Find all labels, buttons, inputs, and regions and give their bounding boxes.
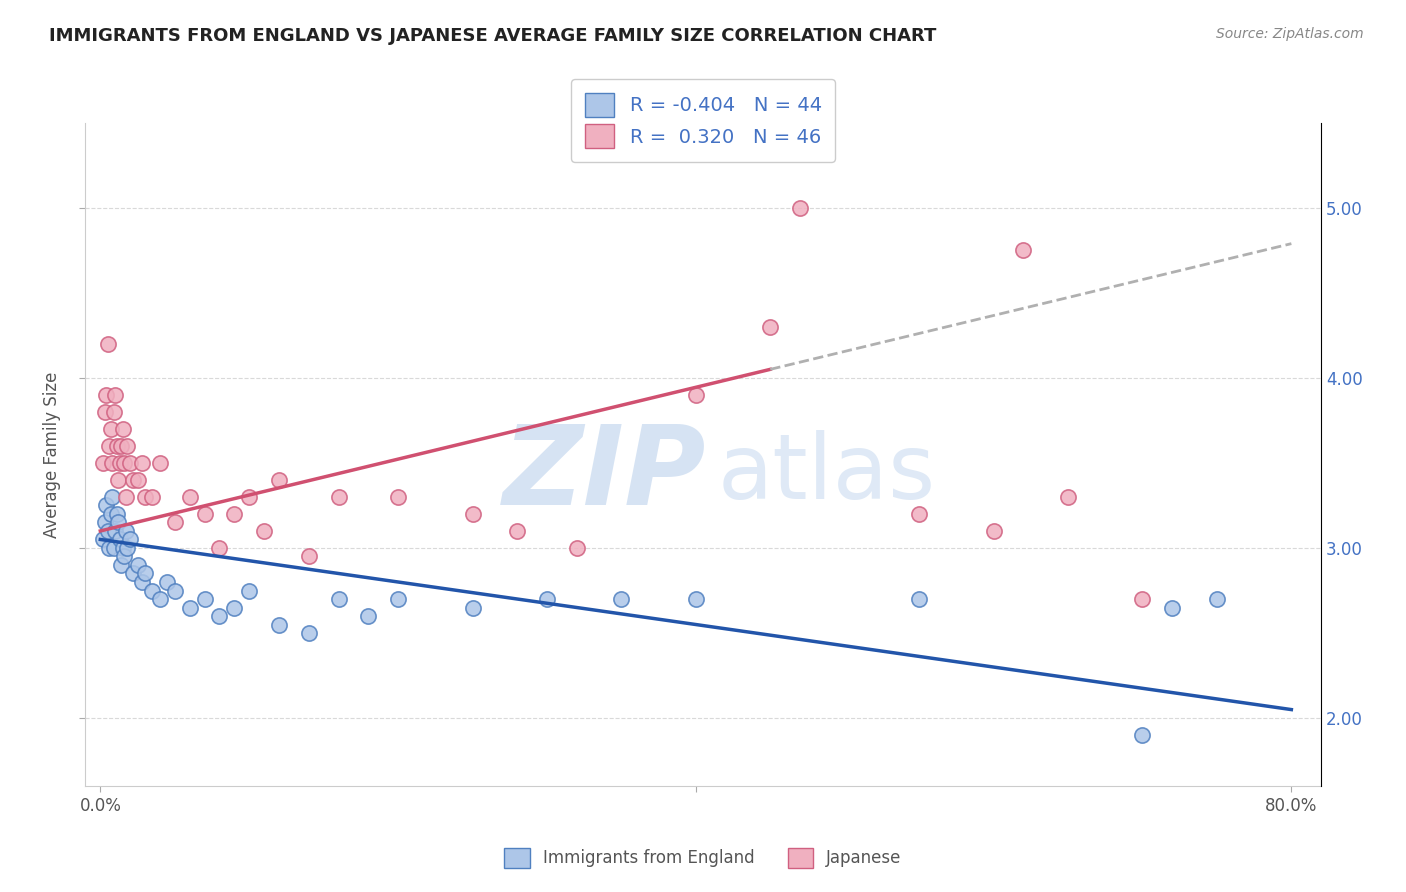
Point xyxy=(685,592,707,607)
Text: IMMIGRANTS FROM ENGLAND VS JAPANESE AVERAGE FAMILY SIZE CORRELATION CHART: IMMIGRANTS FROM ENGLAND VS JAPANESE AVER… xyxy=(49,27,936,45)
Point xyxy=(100,507,122,521)
Point xyxy=(91,456,114,470)
Point xyxy=(1161,600,1184,615)
Text: atlas: atlas xyxy=(718,430,936,518)
Point xyxy=(1206,592,1229,607)
Point xyxy=(193,507,215,521)
Point xyxy=(1132,728,1154,742)
Point xyxy=(115,439,138,453)
Point xyxy=(103,541,125,555)
Point xyxy=(122,566,145,581)
Point xyxy=(127,473,149,487)
Point xyxy=(94,516,117,530)
Point xyxy=(134,566,156,581)
Point xyxy=(120,533,142,547)
Point xyxy=(114,490,136,504)
Point xyxy=(328,490,350,504)
Point xyxy=(127,558,149,572)
Point xyxy=(238,583,260,598)
Text: ZIP: ZIP xyxy=(503,421,706,528)
Point xyxy=(983,524,1005,538)
Point xyxy=(131,574,153,589)
Point xyxy=(461,600,484,615)
Point xyxy=(536,592,558,607)
Point xyxy=(387,592,409,607)
Point xyxy=(565,541,588,555)
Point xyxy=(105,439,128,453)
Y-axis label: Average Family Size: Average Family Size xyxy=(44,371,60,538)
Point xyxy=(114,524,136,538)
Point xyxy=(208,541,231,555)
Point xyxy=(134,490,156,504)
Legend: Immigrants from England, Japanese: Immigrants from England, Japanese xyxy=(498,841,908,875)
Point xyxy=(141,583,163,598)
Point xyxy=(110,439,132,453)
Point xyxy=(685,388,707,402)
Point xyxy=(110,558,132,572)
Point xyxy=(112,456,135,470)
Point xyxy=(908,507,931,521)
Point xyxy=(238,490,260,504)
Point xyxy=(461,507,484,521)
Point xyxy=(224,600,246,615)
Point xyxy=(108,456,131,470)
Point xyxy=(789,201,811,215)
Point xyxy=(298,626,321,640)
Point xyxy=(1132,592,1154,607)
Point xyxy=(120,456,142,470)
Point xyxy=(357,609,380,624)
Point xyxy=(131,456,153,470)
Point xyxy=(267,473,290,487)
Point xyxy=(298,549,321,564)
Point xyxy=(101,456,124,470)
Point xyxy=(108,533,131,547)
Point xyxy=(1012,244,1035,258)
Point xyxy=(103,405,125,419)
Text: Source: ZipAtlas.com: Source: ZipAtlas.com xyxy=(1216,27,1364,41)
Point xyxy=(115,541,138,555)
Point xyxy=(100,422,122,436)
Point xyxy=(97,336,120,351)
Point xyxy=(163,583,186,598)
Point xyxy=(149,592,172,607)
Point xyxy=(122,473,145,487)
Point xyxy=(224,507,246,521)
Point xyxy=(267,617,290,632)
Legend: R = -0.404   N = 44, R =  0.320   N = 46: R = -0.404 N = 44, R = 0.320 N = 46 xyxy=(571,79,835,161)
Point xyxy=(193,592,215,607)
Point xyxy=(111,541,134,555)
Point xyxy=(908,592,931,607)
Point xyxy=(208,609,231,624)
Point xyxy=(112,549,135,564)
Point xyxy=(101,490,124,504)
Point xyxy=(506,524,529,538)
Point xyxy=(97,524,120,538)
Point xyxy=(107,516,129,530)
Point xyxy=(149,456,172,470)
Point xyxy=(91,533,114,547)
Point xyxy=(253,524,276,538)
Point xyxy=(328,592,350,607)
Point xyxy=(94,405,117,419)
Point xyxy=(759,319,782,334)
Point xyxy=(141,490,163,504)
Point xyxy=(610,592,633,607)
Point xyxy=(105,507,128,521)
Point xyxy=(107,473,129,487)
Point xyxy=(1057,490,1080,504)
Point xyxy=(179,600,201,615)
Point xyxy=(156,574,179,589)
Point xyxy=(104,388,127,402)
Point xyxy=(96,388,118,402)
Point xyxy=(98,541,121,555)
Point xyxy=(104,524,127,538)
Point xyxy=(163,516,186,530)
Point xyxy=(111,422,134,436)
Point xyxy=(179,490,201,504)
Point xyxy=(98,439,121,453)
Point xyxy=(387,490,409,504)
Point xyxy=(96,499,118,513)
